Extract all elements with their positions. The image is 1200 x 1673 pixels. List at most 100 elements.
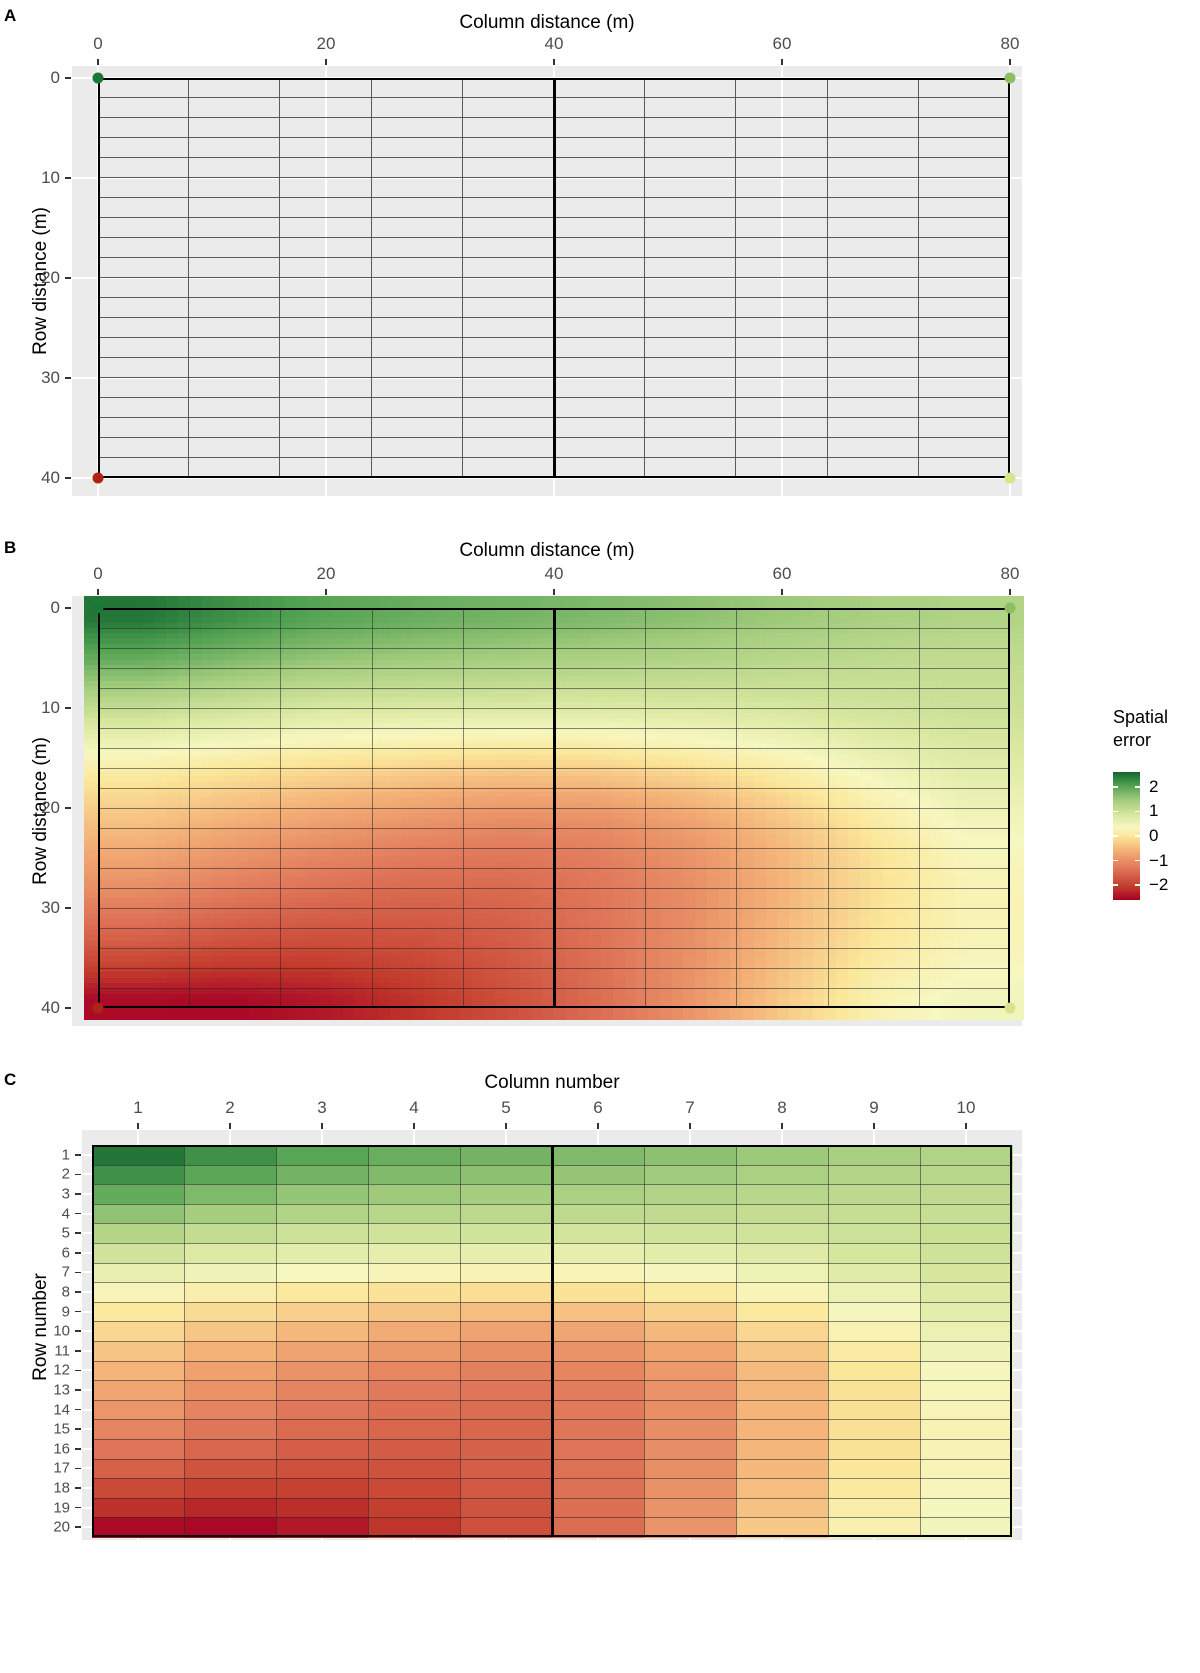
panel-b-surface-patch bbox=[424, 755, 438, 762]
panel-b-surface-patch bbox=[1012, 627, 1024, 634]
panel-b-surface-patch bbox=[824, 717, 837, 724]
panel-b-surface-patch bbox=[648, 786, 661, 793]
panel-b-surface-patch bbox=[342, 760, 356, 767]
panel-b-surface-patch bbox=[401, 633, 414, 640]
panel-b-surface-patch bbox=[542, 712, 555, 719]
panel-b-surface-patch bbox=[777, 649, 790, 656]
panel-b-surface-patch bbox=[965, 781, 978, 788]
panel-b-surface-patch bbox=[918, 638, 931, 645]
panel-b-surface-patch bbox=[1000, 643, 1014, 650]
panel-b-surface-patch bbox=[659, 739, 673, 746]
panel-b-surface-patch bbox=[272, 770, 285, 777]
panel-a-x-tick bbox=[553, 59, 555, 65]
panel-b-surface-patch bbox=[742, 611, 755, 618]
panel-b-surface-patch bbox=[589, 739, 602, 746]
panel-b-surface-patch bbox=[941, 749, 955, 756]
panel-b-surface-patch bbox=[941, 638, 955, 645]
panel-b-surface-patch bbox=[824, 696, 837, 703]
panel-b-surface-patch bbox=[436, 633, 450, 640]
panel-b-surface-patch bbox=[319, 728, 332, 735]
panel-b-surface-patch bbox=[507, 723, 520, 730]
panel-b-surface-patch bbox=[636, 717, 649, 724]
panel-b-surface-patch bbox=[859, 792, 873, 799]
panel-a-plot-cell bbox=[736, 378, 828, 398]
panel-b-surface-patch bbox=[95, 638, 109, 645]
panel-b-surface-patch bbox=[753, 654, 767, 661]
panel-b-surface-patch bbox=[460, 702, 473, 709]
panel-b-surface-patch bbox=[460, 643, 473, 650]
panel-b-surface-patch bbox=[248, 638, 262, 645]
panel-b-surface-patch bbox=[589, 696, 602, 703]
panel-a-plot-cell bbox=[98, 378, 190, 398]
panel-b-surface-patch bbox=[389, 786, 403, 793]
panel-b-surface-patch bbox=[965, 643, 978, 650]
panel-b-surface-patch bbox=[624, 601, 638, 608]
panel-b-surface-patch bbox=[495, 744, 508, 751]
panel-b-surface-patch bbox=[142, 781, 156, 788]
panel-b-surface-patch bbox=[377, 643, 391, 650]
panel-b-surface-patch bbox=[836, 776, 849, 783]
panel-b-surface-patch bbox=[507, 776, 520, 783]
panel-b-surface-patch bbox=[272, 802, 285, 809]
panel-b-surface-patch bbox=[977, 808, 990, 815]
panel-b-surface-patch bbox=[648, 686, 661, 693]
panel-b-surface-patch bbox=[330, 728, 344, 735]
panel-b-surface-patch bbox=[307, 797, 320, 804]
panel-b-surface-patch bbox=[765, 707, 779, 714]
panel-b-surface-patch bbox=[189, 680, 203, 687]
panel-b-surface-patch bbox=[554, 781, 567, 788]
panel-b-surface-patch bbox=[189, 654, 203, 661]
panel-b-surface-patch bbox=[941, 691, 955, 698]
panel-b-surface-patch bbox=[542, 755, 555, 762]
panel-b-surface-patch bbox=[201, 781, 215, 788]
panel-b-surface-patch bbox=[683, 781, 696, 788]
panel-b-surface-patch bbox=[107, 691, 121, 698]
panel-b-surface-patch bbox=[883, 675, 896, 682]
panel-a-plot-cell bbox=[827, 418, 919, 438]
panel-b-surface-patch bbox=[671, 802, 685, 809]
panel-b-surface-patch bbox=[448, 797, 461, 804]
panel-b-surface-patch bbox=[859, 770, 873, 777]
panel-b-surface-patch bbox=[260, 739, 273, 746]
panel-b-surface-patch bbox=[142, 601, 156, 608]
panel-b-surface-patch bbox=[577, 633, 591, 640]
panel-b-surface-patch bbox=[119, 696, 132, 703]
panel-b-surface-patch bbox=[413, 691, 426, 698]
panel-b-surface-patch bbox=[471, 670, 485, 677]
panel-b-surface-patch bbox=[659, 702, 673, 709]
panel-b-surface-patch bbox=[1012, 733, 1024, 740]
panel-b-surface-patch bbox=[988, 728, 1002, 735]
panel-b-surface-patch bbox=[154, 633, 168, 640]
panel-b-surface-patch bbox=[589, 627, 602, 634]
panel-b-surface-patch bbox=[495, 813, 508, 820]
panel-b-surface-patch bbox=[577, 797, 591, 804]
panel-b-surface-patch bbox=[413, 813, 426, 820]
panel-b-surface-patch bbox=[225, 733, 238, 740]
panel-b-surface-patch bbox=[659, 686, 673, 693]
panel-b-surface-patch bbox=[836, 617, 849, 624]
panel-b-surface-patch bbox=[812, 696, 826, 703]
panel-b-surface-patch bbox=[424, 702, 438, 709]
panel-b-surface-patch bbox=[448, 601, 461, 608]
panel-b-surface-patch bbox=[342, 696, 356, 703]
panel-b-surface-patch bbox=[319, 786, 332, 793]
panel-b-surface-patch bbox=[1012, 670, 1024, 677]
panel-b-surface-patch bbox=[695, 627, 708, 634]
panel-b-surface-patch bbox=[95, 675, 109, 682]
panel-b-surface-patch bbox=[565, 627, 579, 634]
panel-b-surface-patch bbox=[354, 723, 367, 730]
panel-b-surface-patch bbox=[507, 792, 520, 799]
panel-b-surface-patch bbox=[483, 717, 497, 724]
panel-a-plot-cell bbox=[827, 438, 919, 458]
panel-b-surface-patch bbox=[495, 702, 508, 709]
panel-b-surface-patch bbox=[671, 707, 685, 714]
panel-b-surface-patch bbox=[577, 627, 591, 634]
panel-a-plot-cell bbox=[918, 358, 1010, 378]
panel-a-plot-cell bbox=[827, 358, 919, 378]
panel-b-surface-patch bbox=[436, 723, 450, 730]
panel-b-surface-patch bbox=[178, 702, 191, 709]
panel-b-surface-patch bbox=[213, 670, 226, 677]
panel-b-surface-patch bbox=[542, 638, 555, 645]
panel-b-surface-patch bbox=[953, 755, 967, 762]
panel-b-surface-patch bbox=[894, 728, 908, 735]
